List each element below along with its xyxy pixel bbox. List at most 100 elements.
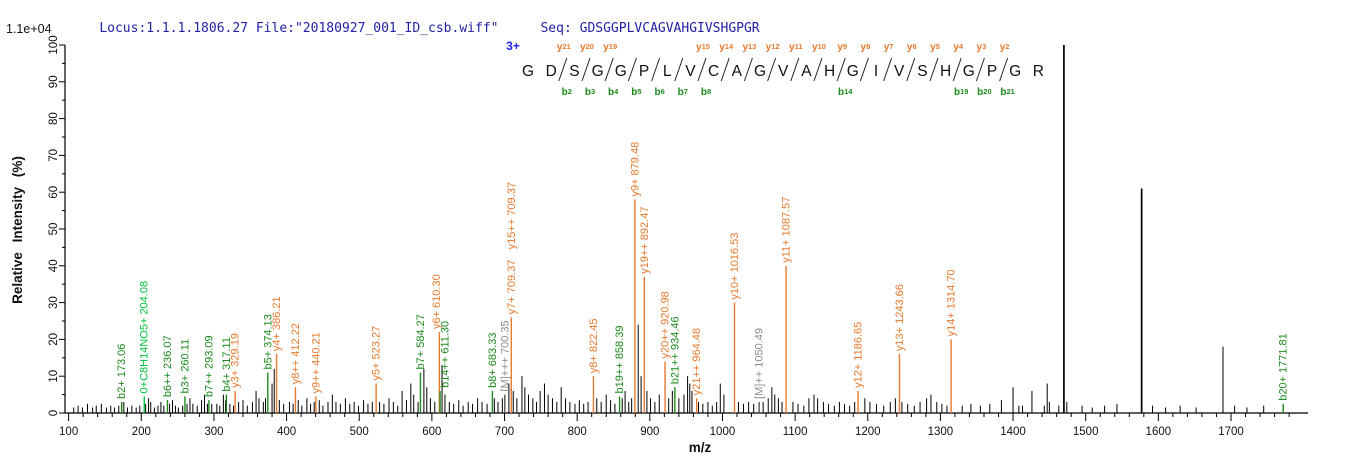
y-tick-label: 10 — [48, 370, 60, 383]
residue-letter: V — [778, 63, 789, 80]
peak-label: y8+ 822.45 — [588, 318, 600, 373]
fragment-ion-label: y8 — [861, 42, 871, 53]
x-tick-label: 1600 — [1146, 426, 1172, 438]
fragment-ion-label: y10 — [812, 42, 826, 53]
header-line: Locus:1.1.1.1806.27 File:"20180927_001_I… — [68, 6, 760, 51]
peak-label: b8+ 683.33 — [487, 333, 499, 388]
peak-label: y21++ 964.48 — [691, 328, 703, 395]
residue-letter: A — [732, 63, 743, 80]
fragment-ion-label: y14 — [719, 42, 734, 53]
fragment-ion-label: y3 — [977, 42, 987, 53]
y-tick-label: 30 — [48, 296, 60, 309]
residue-letter: G — [963, 63, 975, 80]
fragment-ion-label: b8 — [701, 87, 711, 98]
x-tick-label: 1100 — [783, 426, 808, 438]
seq-value: GDSGGPLVCAGVAHGIVSHGPGR — [579, 21, 760, 36]
residue-letter: H — [940, 63, 951, 80]
x-tick-label: 500 — [350, 426, 369, 438]
residue-letter: P — [987, 63, 997, 80]
peak-label: b2+ 173.06 — [116, 344, 128, 399]
fragment-ion-label: y6 — [907, 42, 917, 53]
residue-letter: D — [546, 63, 557, 80]
peak-label: y12+ 1186.65 — [853, 322, 865, 388]
peak-label: b7+ 584.27 — [415, 314, 427, 369]
fragment-ion-label: y7 — [884, 42, 894, 53]
fragment-ion-label: b3 — [585, 87, 595, 98]
peak-label: b6++ 236.07 — [162, 335, 174, 397]
x-tick-label: 300 — [204, 426, 223, 438]
peak-label: y9+ 879.48 — [629, 142, 641, 197]
residue-letter: S — [917, 63, 927, 80]
cleavage-slash — [929, 57, 939, 82]
residue-letter: R — [1033, 63, 1044, 80]
fragment-ion-label: y15 — [696, 42, 710, 53]
fragment-ion-label: y12 — [766, 42, 780, 53]
peak-label: y7+ 709.37 — [506, 260, 518, 315]
peak-label: b3+ 260.11 — [179, 339, 191, 394]
peak-label: [M]+++ 700.35 — [499, 320, 511, 391]
fragment-ion-label: b7 — [678, 87, 688, 98]
residue-letter: G — [1009, 63, 1021, 80]
residue-letter: G — [592, 63, 604, 80]
peak-label: b21++ 934.46 — [669, 316, 681, 384]
residue-letter: P — [639, 63, 649, 80]
cleavage-slash — [883, 57, 893, 82]
x-tick-label: 800 — [568, 426, 587, 438]
precursor-charge-label: 3+ — [506, 39, 520, 53]
y-tick-label: 80 — [48, 112, 60, 125]
residue-letter: G — [522, 63, 534, 80]
peak-label: 0+C8H14NO5+ 204.08 — [139, 281, 151, 394]
fragment-ion-label: b14 — [838, 87, 853, 98]
peak-label: y11+ 1087.57 — [781, 197, 793, 263]
fragment-ion-label: y21 — [557, 42, 571, 53]
residue-letter: I — [874, 63, 878, 80]
peak-label: [M]++ 1050.49 — [754, 328, 766, 399]
cleavage-slash — [743, 57, 753, 82]
cleavage-slash — [581, 57, 591, 82]
peak-label-secondary: y15++ 709.37 — [506, 182, 518, 249]
x-tick-label: 600 — [422, 426, 441, 438]
peak-label: b14++ 611.30 — [440, 321, 452, 388]
residue-letter: C — [708, 63, 719, 80]
peak-label: b4+ 317.11 — [221, 337, 233, 392]
y-tick-label: 100 — [48, 35, 60, 54]
peak-label: y10+ 1016.53 — [729, 233, 741, 300]
residue-letter: G — [615, 63, 627, 80]
y-tick-label: 70 — [48, 149, 60, 162]
x-tick-label: 900 — [640, 426, 659, 438]
x-tick-label: 400 — [277, 426, 296, 438]
x-tick-label: 1200 — [855, 426, 881, 438]
peak-label: y6+ 610.30 — [431, 274, 443, 329]
y-tick-label: 50 — [48, 223, 60, 236]
peak-label: y8++ 412.22 — [290, 323, 302, 384]
fragment-ion-label: b21 — [1000, 87, 1014, 98]
cleavage-slash — [975, 57, 985, 82]
seq-label: Seq: — [540, 21, 572, 36]
cleavage-slash — [558, 57, 568, 82]
x-tick-label: 1300 — [928, 426, 954, 438]
fragment-ion-label: y5 — [930, 42, 940, 53]
x-tick-label: 1500 — [1073, 426, 1099, 438]
peak-label: y3+ 329.19 — [230, 333, 242, 388]
fragment-ion-label: y9 — [837, 42, 847, 53]
fragment-ion-label: b19 — [954, 87, 968, 98]
x-tick-label: 1000 — [710, 426, 736, 438]
cleavage-slash — [836, 57, 846, 82]
peak-label: y4+ 386.21 — [271, 296, 283, 351]
x-tick-label: 1700 — [1218, 426, 1244, 438]
cleavage-slash — [697, 57, 707, 82]
x-tick-label: 1400 — [1000, 426, 1026, 438]
cleavage-slash — [906, 57, 916, 82]
fragment-ion-label: b6 — [654, 87, 664, 98]
peak-label: y9++ 440.21 — [310, 332, 322, 393]
y-tick-label: 90 — [48, 75, 60, 88]
fragment-ion-label: y4 — [953, 42, 964, 53]
residue-letter: H — [824, 63, 835, 80]
fragment-ion-label: y13 — [742, 42, 756, 53]
fragment-ion-label: y2 — [1000, 42, 1010, 53]
peak-label: b20+ 1771.81 — [1278, 333, 1290, 401]
y-axis-title: Relative Intensity (%) — [10, 156, 25, 304]
cleavage-slash — [604, 57, 614, 82]
